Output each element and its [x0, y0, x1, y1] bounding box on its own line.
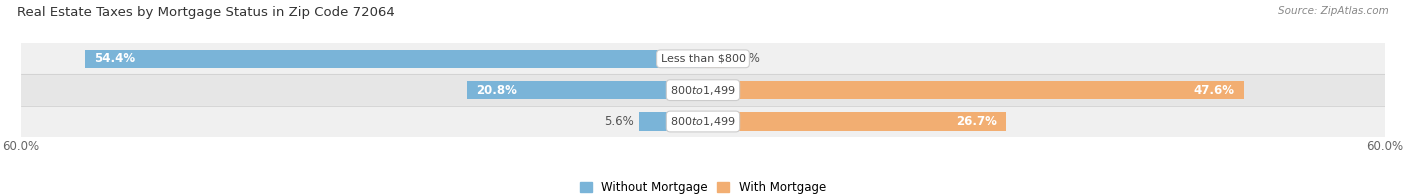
Text: 54.4%: 54.4% — [94, 52, 135, 65]
Text: 1.9%: 1.9% — [730, 52, 761, 65]
Text: $800 to $1,499: $800 to $1,499 — [671, 84, 735, 97]
Bar — [467, 81, 703, 99]
Text: Source: ZipAtlas.com: Source: ZipAtlas.com — [1278, 6, 1389, 16]
Bar — [703, 81, 1244, 99]
Bar — [640, 113, 703, 131]
Text: Less than $800: Less than $800 — [661, 54, 745, 64]
Text: $800 to $1,499: $800 to $1,499 — [671, 115, 735, 128]
Text: 26.7%: 26.7% — [956, 115, 997, 128]
Bar — [703, 50, 724, 68]
Bar — [84, 50, 703, 68]
Text: 47.6%: 47.6% — [1194, 84, 1234, 97]
Bar — [21, 43, 1385, 74]
Bar — [21, 74, 1385, 106]
Legend: Without Mortgage, With Mortgage: Without Mortgage, With Mortgage — [575, 177, 831, 196]
Text: Real Estate Taxes by Mortgage Status in Zip Code 72064: Real Estate Taxes by Mortgage Status in … — [17, 6, 395, 19]
Bar — [703, 113, 1007, 131]
Text: 20.8%: 20.8% — [475, 84, 516, 97]
Text: 5.6%: 5.6% — [605, 115, 634, 128]
Bar — [21, 106, 1385, 137]
